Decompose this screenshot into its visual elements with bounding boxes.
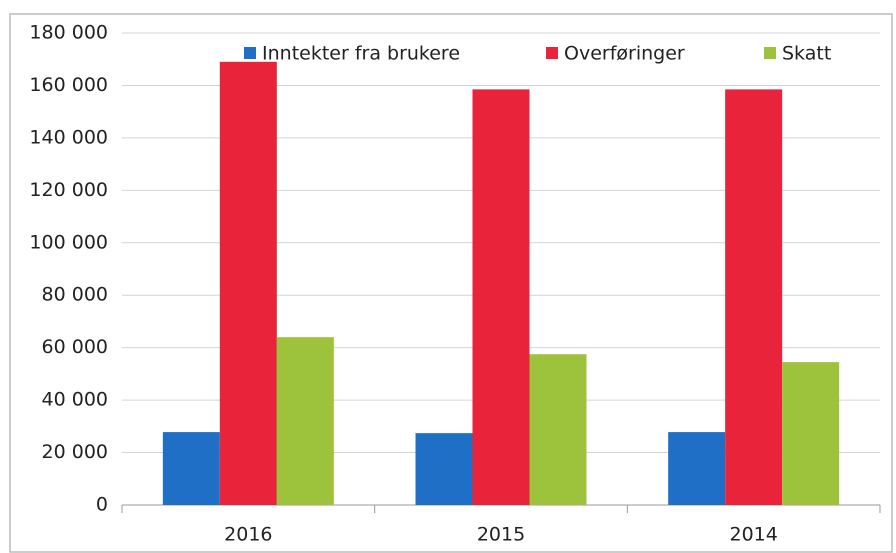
y-tick-label: 20 000: [42, 441, 108, 463]
bar: [276, 337, 334, 505]
x-tick-label: 2014: [729, 524, 777, 546]
y-tick-label: 60 000: [42, 336, 108, 358]
bar: [529, 354, 587, 505]
y-tick-label: 120 000: [29, 179, 108, 201]
y-tick-label: 180 000: [29, 22, 108, 44]
bar: [725, 89, 783, 505]
bar: [782, 362, 840, 505]
y-tick-label: 140 000: [29, 126, 108, 148]
legend-swatch: [244, 47, 256, 59]
legend-swatch: [764, 47, 776, 59]
bar: [415, 433, 473, 505]
y-tick-label: 40 000: [42, 389, 108, 411]
legend-label: Overføringer: [564, 43, 685, 65]
x-tick-label: 2015: [477, 524, 525, 546]
bar: [472, 89, 530, 505]
legend-label: Inntekter fra brukere: [262, 43, 460, 65]
y-tick-label: 160 000: [29, 74, 108, 96]
legend-swatch: [546, 47, 558, 59]
y-tick-label: 80 000: [42, 284, 108, 306]
bar: [668, 432, 726, 505]
bar: [219, 61, 277, 505]
y-tick-label: 100 000: [29, 231, 108, 253]
legend-label: Skatt: [782, 43, 831, 65]
x-tick-label: 2016: [224, 524, 272, 546]
y-tick-label: 0: [96, 494, 108, 516]
bar: [162, 432, 220, 505]
